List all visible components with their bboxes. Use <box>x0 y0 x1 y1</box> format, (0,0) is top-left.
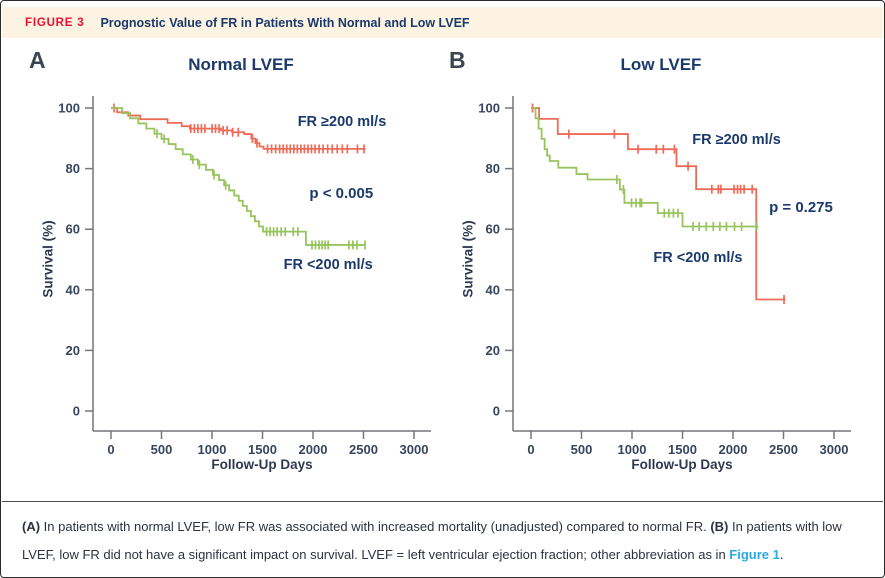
survival-curve-red <box>531 107 786 301</box>
y-tick-label: 100 <box>58 101 80 116</box>
x-tick-label: 2500 <box>349 442 378 457</box>
y-tick-label: 80 <box>66 161 80 176</box>
series-label-red: FR ≥200 ml/s <box>692 132 781 148</box>
p-value-label: p < 0.005 <box>309 185 373 202</box>
x-tick-label: 3000 <box>400 442 429 457</box>
x-tick-label: 500 <box>571 442 593 457</box>
panel-b-letter: B <box>449 47 466 73</box>
figure-caption: (A) In patients with normal LVEF, low FR… <box>2 501 883 576</box>
caption-period: . <box>779 547 784 562</box>
x-tick-label: 1500 <box>668 442 697 457</box>
x-tick-label: 2000 <box>299 442 328 457</box>
survival-curve-green <box>531 107 759 228</box>
y-tick-label: 100 <box>478 101 500 116</box>
y-tick-label: 60 <box>486 222 500 237</box>
survival-curve-green <box>111 107 366 246</box>
y-tick-label: 0 <box>73 404 80 419</box>
panel-low-lvef: B Low LVEF Survival (%) 0 20 40 60 80 100 0 500… <box>441 43 861 501</box>
panel-a-x-axis-label: Follow-Up Days <box>211 457 313 472</box>
panel-normal-lvef: A Normal LVEF Survival (%) 0 20 40 60 80 100 0… <box>21 43 441 501</box>
caption-b-text: In patients with low LVEF, low FR did no… <box>22 519 842 562</box>
y-tick-label: 20 <box>66 343 80 358</box>
x-tick-label: 3000 <box>820 442 849 457</box>
x-tick-label: 1000 <box>618 442 647 457</box>
figure-number-label: FIGURE 3 <box>25 16 85 29</box>
series-label-green: FR <200 ml/s <box>284 257 373 273</box>
x-tick-label: 1000 <box>198 442 227 457</box>
caption-a-marker: (A) <box>22 519 41 534</box>
figure-title: Prognostic Value of FR in Patients With … <box>100 15 470 30</box>
x-tick-label: 0 <box>527 442 534 457</box>
y-tick-label: 80 <box>486 161 500 176</box>
figure-header: FIGURE 3 Prognostic Value of FR in Patie… <box>2 7 883 38</box>
panel-a-letter: A <box>29 47 46 73</box>
series-label-red: FR ≥200 ml/s <box>298 114 387 130</box>
x-tick-label: 2500 <box>769 442 798 457</box>
y-tick-label: 40 <box>486 282 500 297</box>
y-tick-label: 40 <box>66 282 80 297</box>
x-tick-label: 1500 <box>248 442 277 457</box>
caption-a-text: In patients with normal LVEF, low FR was… <box>40 519 711 534</box>
x-tick-label: 2000 <box>719 442 748 457</box>
panel-b-x-axis-label: Follow-Up Days <box>631 457 733 472</box>
caption-b-marker: (B) <box>710 519 729 534</box>
x-tick-label: 500 <box>151 442 173 457</box>
p-value-label: p = 0.275 <box>769 199 833 216</box>
y-tick-label: 20 <box>486 343 500 358</box>
y-tick-label: 0 <box>493 404 500 419</box>
y-tick-label: 60 <box>66 222 80 237</box>
panel-b-title: Low LVEF <box>620 55 702 74</box>
figure-1-link[interactable]: Figure 1 <box>729 547 780 562</box>
series-label-green: FR <200 ml/s <box>653 250 742 266</box>
x-tick-label: 0 <box>107 442 114 457</box>
panel-a-title: Normal LVEF <box>188 55 294 74</box>
